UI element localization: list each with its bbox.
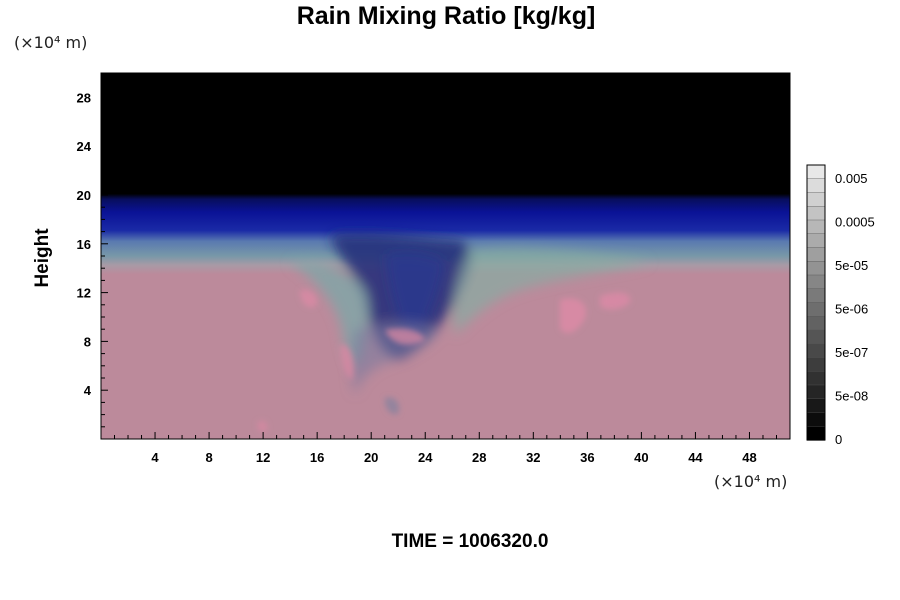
colorbar-label: 0 (835, 432, 842, 447)
x-tick-label: 40 (634, 450, 648, 465)
x-tick-label: 48 (742, 450, 756, 465)
colorbar-label: 5e-07 (835, 345, 868, 360)
chart-title: Rain Mixing Ratio [kg/kg] (296, 2, 596, 30)
x-tick-label: 12 (256, 450, 270, 465)
x-tick-label: 32 (526, 450, 540, 465)
colorbar-segment (806, 274, 826, 290)
colorbar-segment (806, 233, 826, 249)
y-axis-ticks: 4 8 12 16 20 24 28 (77, 84, 108, 428)
field-area (101, 73, 790, 439)
colorbar-segment (806, 412, 826, 427)
rain-streak-3 (300, 289, 318, 308)
colorbar-segment (806, 343, 826, 359)
colorbar-segment (806, 288, 826, 304)
plume-teal-right (453, 248, 650, 335)
y-tick-label: 4 (84, 383, 92, 398)
y-tick-label: 28 (77, 90, 91, 105)
x-tick-label: 28 (472, 450, 486, 465)
rain-streak-7 (384, 397, 400, 415)
plume-teal-left (290, 261, 369, 365)
y-tick-label: 20 (77, 188, 91, 203)
colorbar-label: 0.005 (835, 171, 868, 186)
x-axis-ticks: 4 8 12 16 20 24 28 32 36 40 44 48 (114, 432, 777, 465)
x-tick-label: 36 (580, 450, 594, 465)
y-axis-unit-label: (×10⁴ m) (14, 33, 88, 52)
x-tick-label: 24 (418, 450, 433, 465)
rain-streak-4 (340, 344, 354, 380)
colorbar-segment (806, 247, 826, 262)
rain-streak-2 (600, 292, 631, 310)
colorbar-segment (806, 219, 826, 235)
colorbar-label: 0.0005 (835, 215, 875, 230)
colorbar-segment (806, 178, 826, 194)
colorbar-segment (806, 164, 826, 180)
plume-blue-mid (385, 252, 445, 340)
x-tick-label: 44 (688, 450, 703, 465)
y-tick-label: 24 (77, 139, 92, 154)
colorbar-segment (806, 357, 826, 372)
colorbar-segment (806, 398, 826, 414)
colorbar-segment (806, 261, 826, 276)
colorbar-segment (806, 316, 826, 331)
colorbar-label: 5e-05 (835, 258, 868, 273)
rain-streak-5 (385, 328, 425, 345)
rain-streak-6 (257, 420, 268, 433)
y-tick-label: 12 (77, 286, 91, 301)
colorbar-frame (806, 164, 826, 441)
colorbar-segment (806, 371, 826, 386)
x-tick-label: 20 (364, 450, 378, 465)
colorbar-segment (806, 192, 826, 207)
time-label: TIME = 1006320.0 (391, 531, 549, 552)
colorbar: 0.005 0.0005 5e-05 5e-06 5e-07 5e-08 0 (806, 164, 875, 447)
y-tick-label: 16 (77, 237, 91, 252)
rain-streak-1 (560, 298, 586, 333)
x-axis-unit-label: (×10⁴ m) (714, 472, 788, 491)
colorbar-label: 5e-08 (835, 389, 868, 404)
x-tick-label: 8 (205, 450, 212, 465)
colorbar-segment (806, 384, 826, 400)
colorbar-segment (806, 329, 826, 345)
colorbar-segment (806, 426, 826, 441)
x-tick-label: 16 (310, 450, 324, 465)
colorbar-segment (806, 302, 826, 317)
y-tick-label: 8 (84, 334, 91, 349)
colorbar-label: 5e-06 (835, 302, 868, 317)
x-tick-label: 4 (151, 450, 159, 465)
colorbar-segment (806, 206, 826, 221)
